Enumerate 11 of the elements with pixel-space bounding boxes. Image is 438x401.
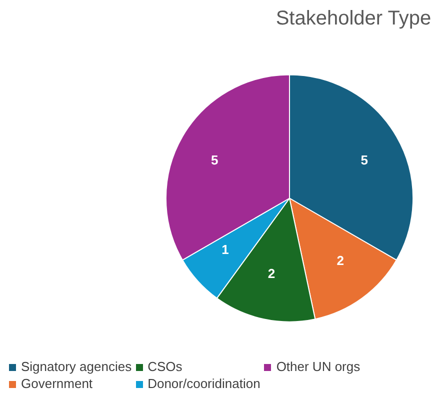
data-label: 5 xyxy=(360,152,368,168)
legend-label: Signatory agencies xyxy=(21,359,132,374)
data-label: 5 xyxy=(210,152,218,168)
legend-label: Other UN orgs xyxy=(276,359,360,374)
data-label: 2 xyxy=(268,266,276,281)
data-label: 1 xyxy=(222,242,229,258)
data-label: 2 xyxy=(336,252,344,268)
legend-label: CSOs xyxy=(148,359,182,374)
legend-label: Government xyxy=(21,376,93,391)
chart-title: Stakeholder Type xyxy=(276,8,432,30)
legend-label: Donor/cooridination xyxy=(148,376,260,391)
